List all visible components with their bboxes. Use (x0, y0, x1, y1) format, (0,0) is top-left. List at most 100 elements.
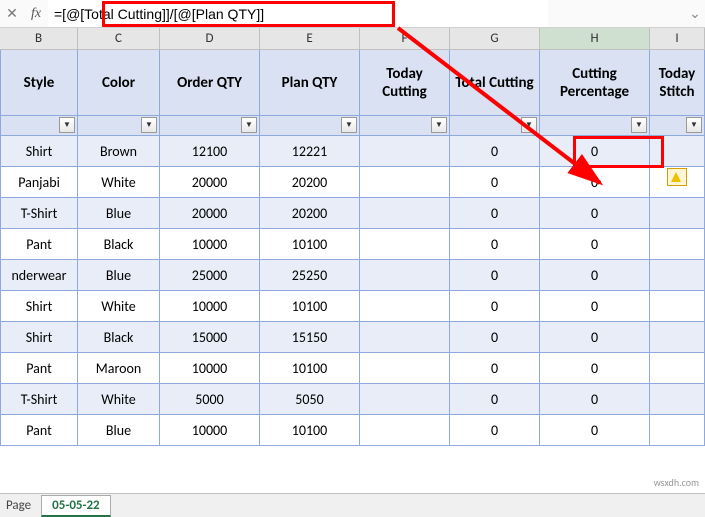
cell[interactable]: 0 (540, 136, 650, 167)
cell[interactable]: 10100 (260, 291, 360, 322)
cell[interactable]: 0 (450, 198, 540, 229)
cell[interactable]: Panjabi (0, 167, 78, 198)
filter-dropdown-icon[interactable]: ▼ (631, 117, 647, 133)
cell[interactable] (650, 260, 705, 291)
cell[interactable]: 15150 (260, 322, 360, 353)
cell[interactable] (360, 322, 450, 353)
cell[interactable]: 0 (540, 198, 650, 229)
cell[interactable]: Brown (78, 136, 160, 167)
column-header-E[interactable]: E (260, 28, 360, 49)
cell[interactable]: Black (78, 229, 160, 260)
cell[interactable]: 20200 (260, 198, 360, 229)
cell[interactable] (360, 229, 450, 260)
cell[interactable]: 0 (450, 291, 540, 322)
cell[interactable] (360, 291, 450, 322)
cell[interactable]: 10100 (260, 415, 360, 446)
cell[interactable] (360, 415, 450, 446)
cell[interactable]: 0 (450, 136, 540, 167)
fx-label[interactable]: fx (24, 6, 48, 22)
cell[interactable] (650, 198, 705, 229)
cell[interactable]: 0 (540, 260, 650, 291)
cell[interactable]: 0 (450, 384, 540, 415)
cell[interactable] (360, 353, 450, 384)
filter-dropdown-icon[interactable]: ▼ (341, 117, 357, 133)
cell[interactable]: 0 (540, 415, 650, 446)
cell[interactable]: 0 (450, 353, 540, 384)
cell[interactable]: 5000 (160, 384, 260, 415)
cell[interactable]: 0 (540, 384, 650, 415)
cell[interactable] (360, 198, 450, 229)
filter-dropdown-icon[interactable]: ▼ (431, 117, 447, 133)
cell[interactable]: 10000 (160, 229, 260, 260)
cell[interactable]: 20000 (160, 198, 260, 229)
cell[interactable]: 0 (540, 229, 650, 260)
cell[interactable]: 10100 (260, 353, 360, 384)
cell[interactable] (650, 136, 705, 167)
sheet-tab-active[interactable]: 05-05-22 (41, 495, 111, 517)
cell[interactable]: 0 (450, 167, 540, 198)
cell[interactable] (650, 353, 705, 384)
cell[interactable]: Black (78, 322, 160, 353)
cell[interactable] (650, 415, 705, 446)
cell[interactable]: 0 (450, 415, 540, 446)
cell[interactable]: 0 (450, 229, 540, 260)
filter-dropdown-icon[interactable]: ▼ (686, 117, 702, 133)
cell[interactable] (360, 167, 450, 198)
cell[interactable]: Maroon (78, 353, 160, 384)
cell[interactable]: 10000 (160, 291, 260, 322)
cell[interactable]: 12100 (160, 136, 260, 167)
cell[interactable]: 10100 (260, 229, 360, 260)
cell[interactable]: 5050 (260, 384, 360, 415)
cell[interactable]: nderwear (0, 260, 78, 291)
cancel-icon[interactable]: ✕ (0, 5, 24, 22)
cell[interactable]: White (78, 291, 160, 322)
cell[interactable]: 0 (450, 260, 540, 291)
cell[interactable]: White (78, 384, 160, 415)
cell[interactable] (650, 291, 705, 322)
cell[interactable]: 12221 (260, 136, 360, 167)
column-header-G[interactable]: G (450, 28, 540, 49)
cell[interactable]: Pant (0, 415, 78, 446)
cell[interactable]: 20000 (160, 167, 260, 198)
cell[interactable]: 10000 (160, 415, 260, 446)
cell[interactable] (650, 229, 705, 260)
cell[interactable]: 0 (450, 322, 540, 353)
cell[interactable] (360, 384, 450, 415)
cell[interactable]: White (78, 167, 160, 198)
filter-dropdown-icon[interactable]: ▼ (521, 117, 537, 133)
column-header-C[interactable]: C (78, 28, 160, 49)
cell[interactable] (650, 384, 705, 415)
filter-dropdown-icon[interactable]: ▼ (241, 117, 257, 133)
filter-dropdown-icon[interactable]: ▼ (141, 117, 157, 133)
cell[interactable]: Shirt (0, 136, 78, 167)
trace-error-icon[interactable] (667, 168, 687, 186)
filter-dropdown-icon[interactable]: ▼ (59, 117, 75, 133)
formula-input[interactable] (48, 0, 548, 27)
column-header-B[interactable]: B (0, 28, 78, 49)
cell[interactable] (650, 322, 705, 353)
cell[interactable] (360, 136, 450, 167)
cell[interactable]: 0 (540, 353, 650, 384)
cell[interactable]: 25250 (260, 260, 360, 291)
column-header-D[interactable]: D (160, 28, 260, 49)
cell[interactable]: Blue (78, 260, 160, 291)
cell[interactable]: 20200 (260, 167, 360, 198)
cell[interactable]: 10000 (160, 353, 260, 384)
cell[interactable]: 0 (540, 322, 650, 353)
cell[interactable]: T-Shirt (0, 384, 78, 415)
column-header-F[interactable]: F (360, 28, 450, 49)
cell[interactable]: Pant (0, 353, 78, 384)
cell[interactable]: Blue (78, 415, 160, 446)
column-header-I[interactable]: I (650, 28, 705, 49)
cell[interactable]: Pant (0, 229, 78, 260)
cell[interactable] (360, 260, 450, 291)
cell[interactable]: 0 (540, 291, 650, 322)
cell[interactable]: Shirt (0, 291, 78, 322)
expand-formula-icon[interactable]: ⌄ (685, 5, 705, 22)
cell[interactable]: 0 (540, 167, 650, 198)
cell[interactable]: 25000 (160, 260, 260, 291)
cell[interactable]: 15000 (160, 322, 260, 353)
column-header-H[interactable]: H (540, 28, 650, 49)
cell[interactable]: Blue (78, 198, 160, 229)
cell[interactable]: Shirt (0, 322, 78, 353)
